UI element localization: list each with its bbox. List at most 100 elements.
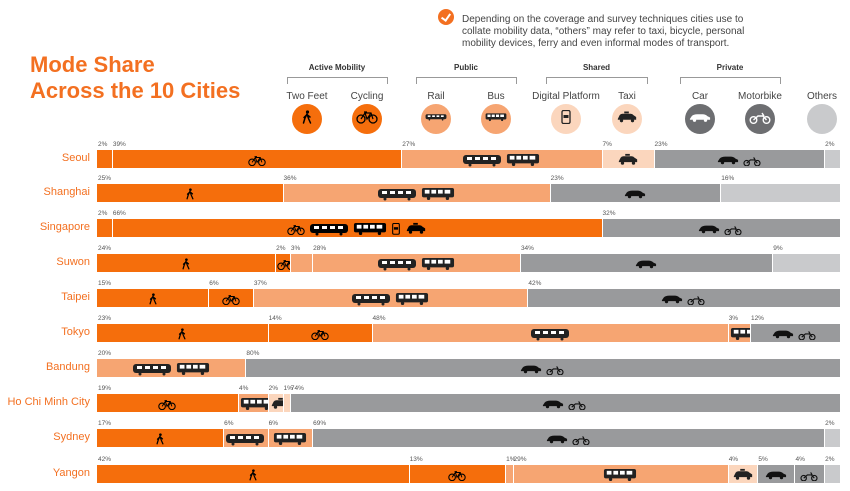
bus-icon — [395, 292, 429, 306]
motorbike-icon — [724, 222, 742, 235]
legend-swatch-others — [807, 104, 837, 134]
segment-value-label: 42% — [528, 280, 542, 287]
segment-value-label: 6% — [209, 280, 219, 287]
legend-swatch-car — [685, 104, 715, 134]
bar-segment-public — [401, 150, 603, 168]
legend-group-2: Shared — [582, 63, 611, 72]
legend-swatch-rail — [421, 104, 451, 134]
bus-icon — [273, 432, 307, 446]
segment-value-label: 34% — [520, 245, 534, 252]
segment-value-label: 32% — [602, 210, 616, 217]
car-icon — [772, 327, 794, 339]
segment-value-label: 39% — [112, 141, 126, 148]
coverage-note: Depending on the coverage and survey tec… — [462, 14, 745, 49]
segment-value-label: 17% — [98, 420, 112, 427]
legend-swatch-bus — [481, 104, 511, 134]
bicycle-icon — [247, 153, 266, 166]
train-icon — [132, 362, 172, 376]
walking-person-icon — [177, 327, 187, 340]
phone-car-icon — [555, 109, 577, 129]
bar-segment-others — [772, 254, 840, 272]
bar-segment-private — [601, 219, 840, 237]
legend-group-3: Private — [716, 63, 744, 72]
legend-group-tick — [647, 77, 648, 84]
motorbike-icon — [749, 110, 771, 129]
city-label: Yangon — [52, 467, 90, 479]
segment-value-label: 27% — [402, 141, 416, 148]
walking-person-icon — [248, 468, 258, 481]
car-icon — [542, 397, 564, 409]
segment-value-label: 29% — [513, 456, 527, 463]
car-icon — [624, 187, 646, 199]
title-line-2: Across the 10 Cities — [30, 78, 241, 103]
legend-group-1: Public — [453, 63, 479, 72]
legend-mode-label: Car — [691, 91, 709, 102]
city-label: Taipei — [61, 291, 90, 303]
bar-segment-others — [720, 184, 840, 202]
car-icon — [661, 292, 683, 304]
segment-value-label: 13% — [409, 456, 423, 463]
bus-icon — [421, 187, 455, 201]
bar-segment-cycle — [408, 465, 507, 483]
bar-segment-public — [312, 254, 521, 272]
legend-swatch-cycle — [352, 104, 382, 134]
walking-person-icon — [185, 187, 195, 200]
bar-row-tokyo — [97, 324, 840, 342]
bar-row-taipei — [97, 289, 840, 307]
segment-value-label: 9% — [773, 245, 783, 252]
segment-value-label: 14% — [268, 315, 282, 322]
bar-segment-others — [824, 429, 840, 447]
segment-value-label: 1% — [506, 456, 516, 463]
train-icon — [425, 110, 447, 129]
car-icon — [520, 362, 542, 374]
legend-group-0: Active Mobility — [308, 63, 366, 72]
segment-value-label: 16% — [721, 175, 735, 182]
car-icon — [546, 432, 568, 444]
bus-icon — [353, 222, 387, 236]
legend-mode-label: Motorbike — [738, 91, 782, 102]
train-icon — [377, 187, 417, 201]
taxi-icon — [617, 153, 639, 165]
legend-swatch-motorbike — [745, 104, 775, 134]
legend-mode-label: Others — [806, 91, 838, 102]
segment-value-label: 2% — [825, 456, 835, 463]
car-icon — [689, 110, 711, 129]
bar-segment-public — [252, 289, 529, 307]
city-label: Suwon — [56, 256, 90, 268]
segment-value-label: 2% — [268, 385, 279, 392]
bar-row-sydney — [97, 429, 840, 447]
legend-group-tick — [387, 77, 388, 84]
segment-value-label: 37% — [253, 280, 267, 287]
bar-row-ho-chi-minh-city — [97, 394, 840, 412]
walking-person-icon — [296, 109, 318, 129]
segment-value-label: 4% — [238, 385, 249, 392]
bar-segment-cycle — [267, 324, 373, 342]
phone-car-icon — [391, 222, 401, 236]
segment-value-label: 23% — [550, 175, 564, 182]
taxi-icon — [405, 222, 427, 234]
train-icon — [309, 222, 349, 236]
segment-value-label: 4% — [795, 456, 805, 463]
bar-segment-others — [824, 150, 840, 168]
legend-group-tick — [680, 77, 681, 84]
legend-swatch-walk — [292, 104, 322, 134]
bar-segment-cycle — [97, 394, 238, 412]
legend-group-tick — [516, 77, 517, 84]
legend-mode-label: Digital Platform — [532, 91, 600, 102]
segment-value-label: 2% — [825, 420, 835, 427]
walking-person-icon — [148, 292, 158, 305]
bus-icon — [240, 397, 274, 411]
segment-value-label: 74% — [290, 385, 304, 392]
bar-segment-cycle — [111, 150, 403, 168]
bus-icon — [603, 468, 637, 482]
bicycle-icon — [158, 397, 177, 410]
city-label: Ho Chi Minh City — [7, 396, 90, 408]
segment-value-label: 2% — [98, 210, 108, 217]
segment-value-label: 28% — [313, 245, 327, 252]
segment-value-label: 4% — [728, 456, 739, 463]
bar-row-yangon — [97, 465, 840, 483]
bus-icon — [506, 153, 540, 167]
segment-value-label: 25% — [98, 175, 112, 182]
segment-value-label: 7% — [602, 141, 612, 148]
